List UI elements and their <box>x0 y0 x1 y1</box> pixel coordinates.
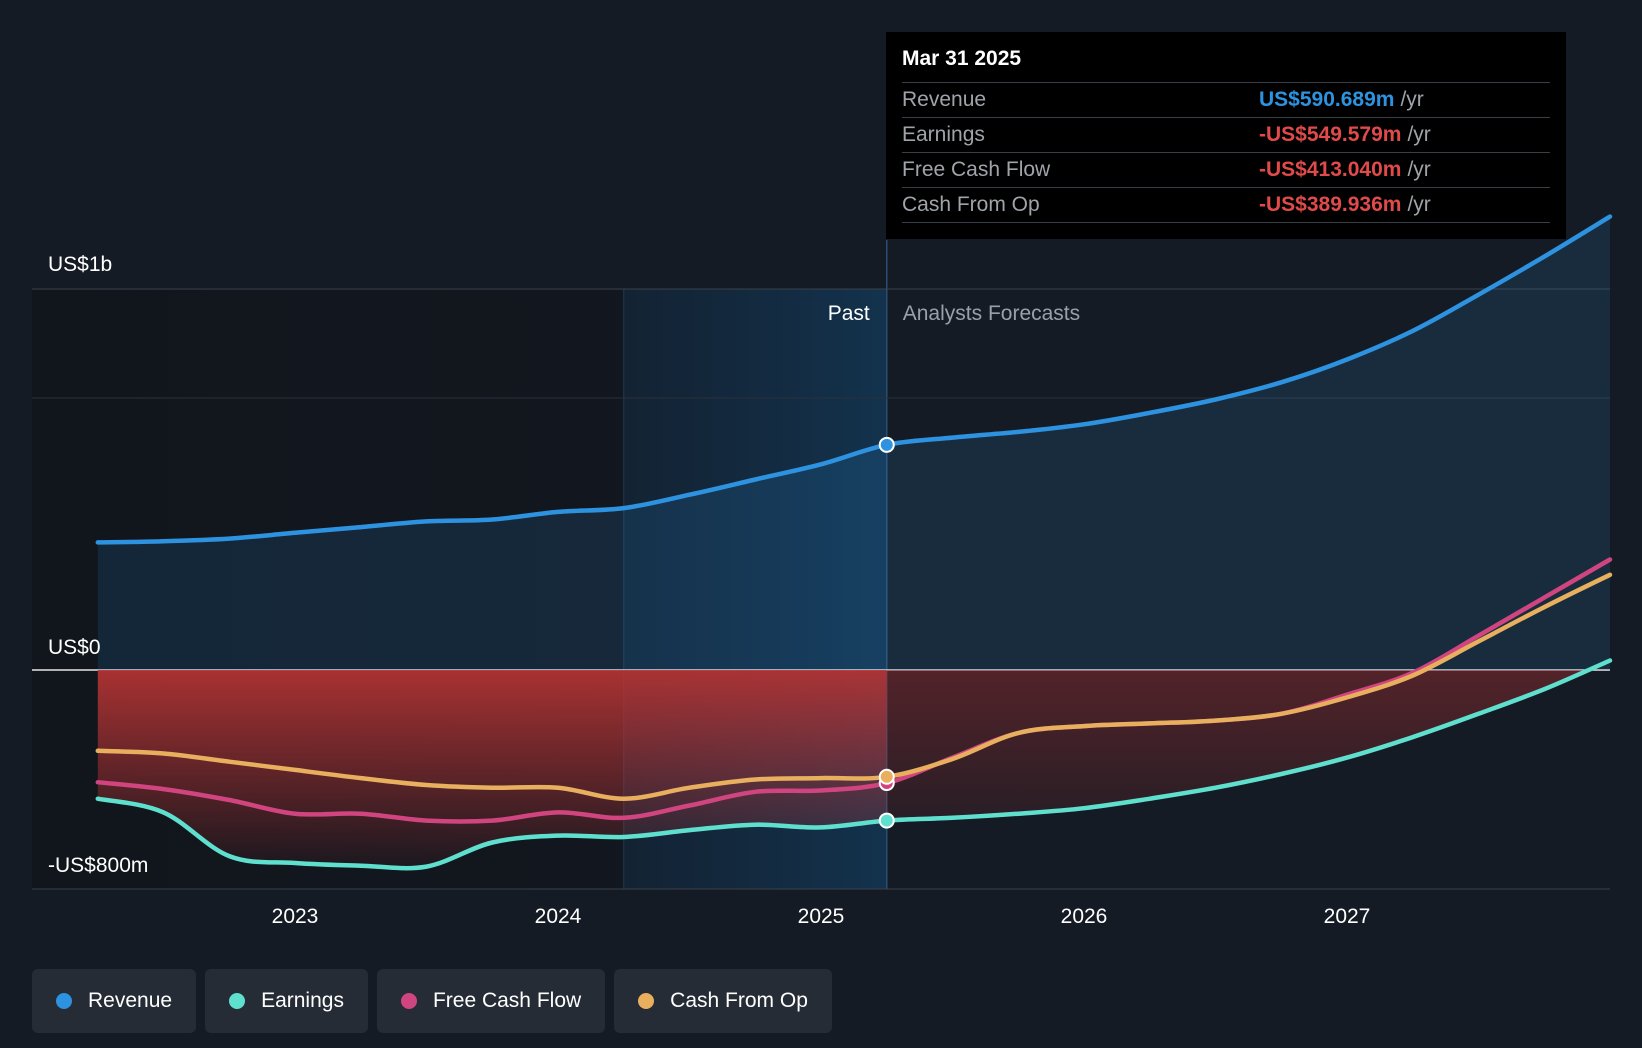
tooltip-unit: /yr <box>1407 158 1431 181</box>
cash-from-op-line <box>95 572 1613 801</box>
area-fills <box>97 216 1610 869</box>
y-tick-label: -US$800m <box>48 854 148 877</box>
x-tick-label: 2024 <box>535 905 582 928</box>
tooltip-unit: /yr <box>1407 123 1431 146</box>
earnings-area-past-group <box>97 670 887 869</box>
tooltip-unit: /yr <box>1407 193 1431 216</box>
earnings-area-future <box>886 670 1610 821</box>
earnings-marker <box>878 812 895 829</box>
hover-markers <box>878 436 895 829</box>
earnings-line <box>95 658 1613 871</box>
tooltip-row-cash-from-op: Cash From Op -US$389.936m /yr <box>902 187 1550 223</box>
revenue-marker <box>878 436 895 453</box>
legend-label: Cash From Op <box>670 989 808 1012</box>
free-cash-flow-line <box>95 557 1613 824</box>
axis-labels: US$1b US$0 -US$800m Past Analysts Forecasts 2… <box>48 253 1370 928</box>
x-tick-label: 2023 <box>272 905 319 928</box>
earnings-area-future-clip <box>886 670 1610 821</box>
cash-from-op-marker <box>878 768 895 785</box>
tooltip-value: -US$389.936m <box>1259 193 1402 216</box>
tooltip-value: US$590.689m <box>1259 88 1395 111</box>
y-tick-label: US$0 <box>48 636 101 659</box>
free-cash-flow-dot-icon <box>400 993 417 1009</box>
forecast-label: Analysts Forecasts <box>903 302 1080 325</box>
legend-label: Free Cash Flow <box>432 989 582 1012</box>
tooltip-row-revenue: Revenue US$590.689m /yr <box>902 82 1550 117</box>
tooltip-label: Free Cash Flow <box>902 158 1051 181</box>
legend-item-free-cash-flow[interactable]: Free Cash Flow <box>376 969 606 1033</box>
legend: Revenue Earnings Free Cash Flow Cash Fro… <box>32 969 832 1033</box>
tooltip-row-free-cash-flow: Free Cash Flow -US$413.040m /yr <box>902 152 1550 187</box>
legend-label: Revenue <box>88 989 173 1012</box>
x-tick-label: 2025 <box>798 905 845 928</box>
x-tick-label: 2026 <box>1061 905 1108 928</box>
earnings-area-future-group <box>886 670 1610 821</box>
series-lines <box>95 214 1613 871</box>
tooltip-value: -US$413.040m <box>1259 158 1402 181</box>
tooltip-date: Mar 31 2025 <box>902 47 1022 70</box>
revenue-dot-icon <box>56 993 72 1009</box>
legend-item-cash-from-op[interactable]: Cash From Op <box>614 969 832 1033</box>
tooltip: Mar 31 2025 Revenue US$590.689m /yr Earn… <box>886 32 1566 239</box>
legend-label: Earnings <box>261 989 344 1012</box>
past-label: Past <box>828 302 870 325</box>
legend-item-revenue[interactable]: Revenue <box>32 969 197 1033</box>
earnings-area-past <box>97 670 887 869</box>
revenue-area <box>97 216 1610 670</box>
tooltip-label: Earnings <box>902 123 985 146</box>
tooltip-unit: /yr <box>1400 88 1424 111</box>
cash-from-op-dot-icon <box>638 993 655 1009</box>
x-tick-label: 2027 <box>1324 905 1371 928</box>
tooltip-label: Cash From Op <box>902 193 1040 216</box>
revenue-line <box>95 214 1613 545</box>
legend-item-earnings[interactable]: Earnings <box>205 969 368 1033</box>
tooltip-label: Revenue <box>902 88 987 111</box>
tooltip-row-earnings: Earnings -US$549.579m /yr <box>902 117 1550 152</box>
tooltip-value: -US$549.579m <box>1259 123 1402 146</box>
y-tick-label: US$1b <box>48 253 112 276</box>
earnings-dot-icon <box>229 993 246 1009</box>
